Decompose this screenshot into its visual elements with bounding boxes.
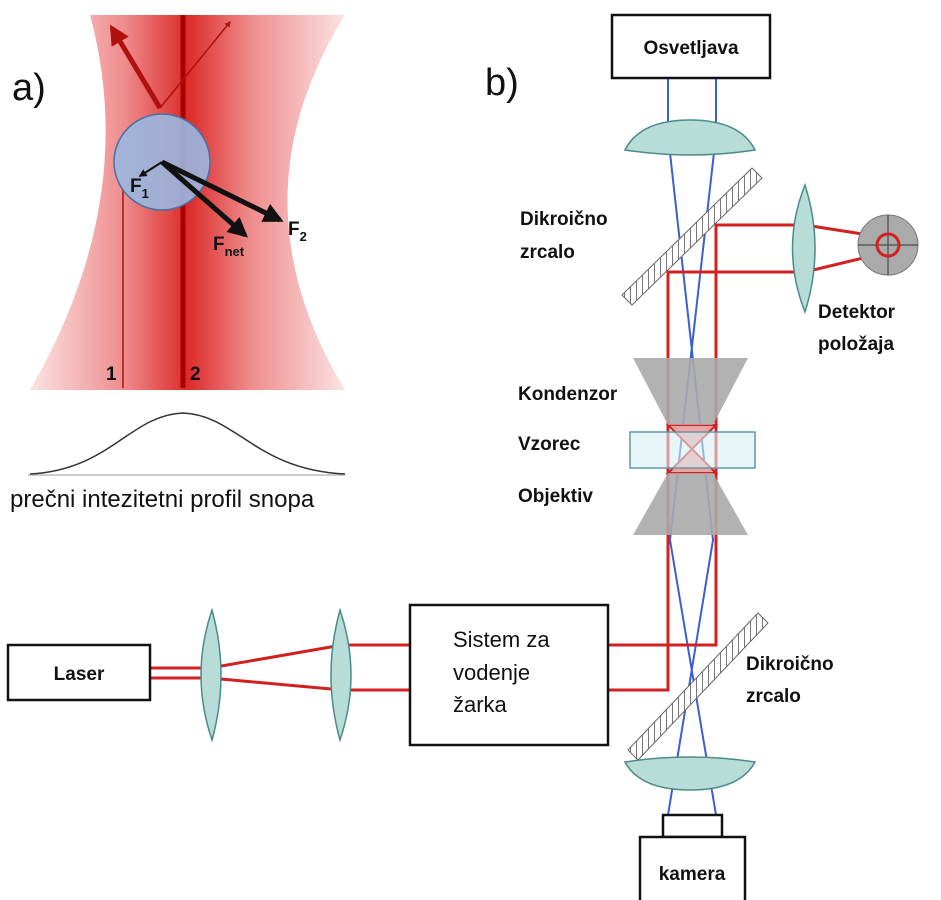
mirror-bottom bbox=[627, 612, 769, 761]
condenser bbox=[633, 358, 748, 425]
mirror-top-label-1: Dikroično bbox=[520, 209, 608, 230]
sample-slide bbox=[629, 431, 756, 469]
beam-steering-label-1: Sistem za bbox=[453, 627, 550, 652]
ray-1-label: 1 bbox=[106, 364, 117, 385]
refracted-ray-thick bbox=[109, 24, 163, 110]
lens-detector bbox=[791, 182, 816, 315]
f2-label: F2 bbox=[288, 219, 307, 244]
beam-steering-label-3: žarka bbox=[453, 692, 508, 717]
camera-label: kamera bbox=[659, 864, 726, 885]
force-f1 bbox=[138, 161, 163, 177]
fnet-label: Fnet bbox=[213, 234, 245, 259]
camera-head bbox=[661, 813, 724, 839]
lens-2 bbox=[330, 607, 352, 743]
illumination-rays bbox=[667, 78, 717, 816]
mirror-top bbox=[621, 167, 763, 306]
laser-path bbox=[150, 223, 889, 692]
lens-1 bbox=[200, 607, 222, 743]
force-fnet bbox=[160, 160, 249, 238]
force-f2 bbox=[160, 159, 284, 223]
beam-steering-label-2: vodenje bbox=[453, 660, 530, 685]
camera-box bbox=[638, 835, 747, 900]
gaussian-profile bbox=[29, 412, 346, 475]
profile-caption: prečni intezitetni profil snopa bbox=[10, 486, 315, 513]
lens-top bbox=[623, 119, 757, 156]
objective-label: Objektiv bbox=[518, 486, 593, 507]
panel-a-label: a) bbox=[12, 67, 46, 109]
lens-bottom bbox=[623, 756, 757, 791]
f1-label: F1 bbox=[130, 176, 149, 201]
illumination-label: Osvetljava bbox=[643, 38, 738, 59]
detector-label-2: položaja bbox=[818, 334, 894, 355]
panel-a: a) F1 F2 Fnet 1 2 prečni intezitetni pro… bbox=[10, 15, 346, 513]
panel-b-label: b) bbox=[485, 62, 519, 104]
objective bbox=[633, 473, 748, 535]
detector-spot bbox=[875, 232, 901, 258]
beam-steering-box bbox=[408, 603, 610, 747]
laser-box bbox=[6, 643, 152, 702]
detector-crosshair bbox=[858, 215, 918, 275]
illumination-box bbox=[610, 13, 772, 80]
panel-b: b) Osvetljava Dikroično zrcalo Detektor … bbox=[6, 13, 919, 900]
sample-label: Vzorec bbox=[518, 434, 581, 455]
detector-label-1: Detektor bbox=[818, 302, 896, 323]
mirror-top-label-2: zrcalo bbox=[520, 242, 575, 263]
refracted-ray-thin bbox=[159, 21, 231, 109]
mirror-bottom-label-1: Dikroično bbox=[746, 654, 834, 675]
laser-label: Laser bbox=[54, 664, 105, 685]
mirror-bottom-label-2: zrcalo bbox=[746, 686, 801, 707]
condenser-label: Kondenzor bbox=[518, 384, 618, 405]
ray-2-label: 2 bbox=[190, 364, 201, 385]
